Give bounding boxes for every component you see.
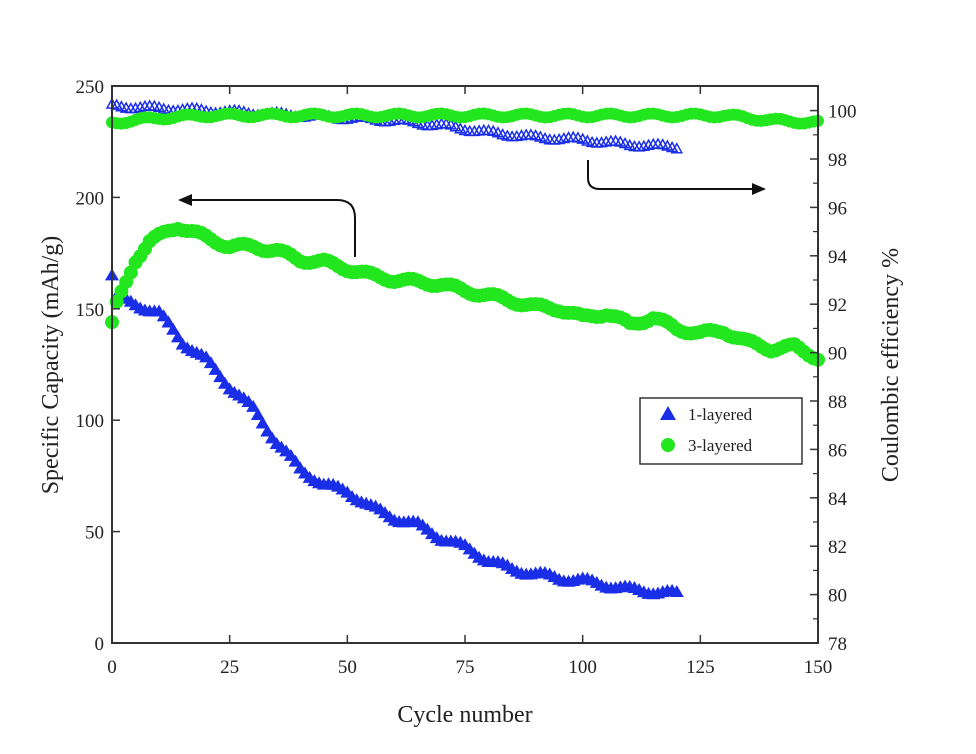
data-point bbox=[208, 362, 223, 375]
x-axis-label: Cycle number bbox=[397, 702, 532, 728]
legend-label-1: 1-layered bbox=[688, 405, 753, 424]
x-tick-label: 0 bbox=[107, 657, 117, 678]
x-tick-label: 75 bbox=[456, 657, 475, 678]
data-point bbox=[255, 416, 270, 429]
left-axis-arrow bbox=[185, 199, 356, 257]
y2-tick-label: 96 bbox=[828, 198, 847, 219]
y-tick-label: 50 bbox=[85, 523, 104, 544]
data-point bbox=[166, 322, 181, 335]
x-tick-label: 100 bbox=[568, 657, 597, 678]
y-axis-label: Specific Capacity (mAh/g) bbox=[38, 236, 64, 495]
legend-label-2: 3-layered bbox=[688, 436, 753, 455]
right-arrowhead-icon bbox=[752, 183, 766, 195]
x-tick-label: 50 bbox=[338, 657, 357, 678]
y2-tick-label: 86 bbox=[828, 440, 847, 461]
y2-tick-label: 90 bbox=[828, 344, 847, 365]
data-point bbox=[552, 133, 566, 145]
data-point bbox=[246, 399, 261, 412]
data-point bbox=[161, 315, 176, 328]
y-tick-label: 200 bbox=[76, 188, 105, 209]
data-point bbox=[170, 330, 185, 343]
data-point bbox=[670, 142, 684, 154]
right-axis-arrow bbox=[587, 160, 758, 190]
data-point bbox=[637, 139, 651, 152]
series-1-layered-efficiency bbox=[105, 97, 684, 154]
y-tick-label: 250 bbox=[76, 77, 105, 98]
legend-circle-icon bbox=[661, 438, 675, 452]
y2-tick-label: 84 bbox=[828, 489, 848, 510]
y2-axis-label: Coulombic efficiency % bbox=[878, 248, 904, 482]
y2-tick-label: 88 bbox=[828, 392, 847, 413]
y2-tick-label: 82 bbox=[828, 537, 847, 558]
data-point bbox=[133, 100, 147, 113]
series-1-layered-capacity bbox=[105, 268, 684, 600]
y2-tick-label: 100 bbox=[828, 102, 857, 123]
y2-tick-label: 98 bbox=[828, 150, 847, 171]
data-point bbox=[250, 407, 265, 420]
left-arrowhead-icon bbox=[178, 194, 192, 206]
x-tick-label: 150 bbox=[804, 657, 833, 678]
y-tick-label: 0 bbox=[95, 634, 105, 655]
legend-triangle-icon bbox=[660, 406, 676, 420]
x-tick-label: 125 bbox=[686, 657, 715, 678]
y2-tick-label: 94 bbox=[828, 247, 848, 268]
y2-tick-label: 92 bbox=[828, 295, 847, 316]
series-3-layered-capacity bbox=[105, 221, 825, 367]
y-tick-label: 100 bbox=[76, 411, 105, 432]
data-point bbox=[669, 585, 684, 598]
legend: 1-layered 3-layered bbox=[639, 397, 803, 465]
series-3-layered-efficiency bbox=[106, 107, 824, 130]
x-tick-label: 25 bbox=[220, 657, 239, 678]
plot-frame bbox=[111, 85, 819, 644]
y2-tick-label: 80 bbox=[828, 586, 847, 607]
y2-tick-label: 78 bbox=[828, 634, 847, 655]
y-tick-label: 150 bbox=[76, 300, 105, 321]
